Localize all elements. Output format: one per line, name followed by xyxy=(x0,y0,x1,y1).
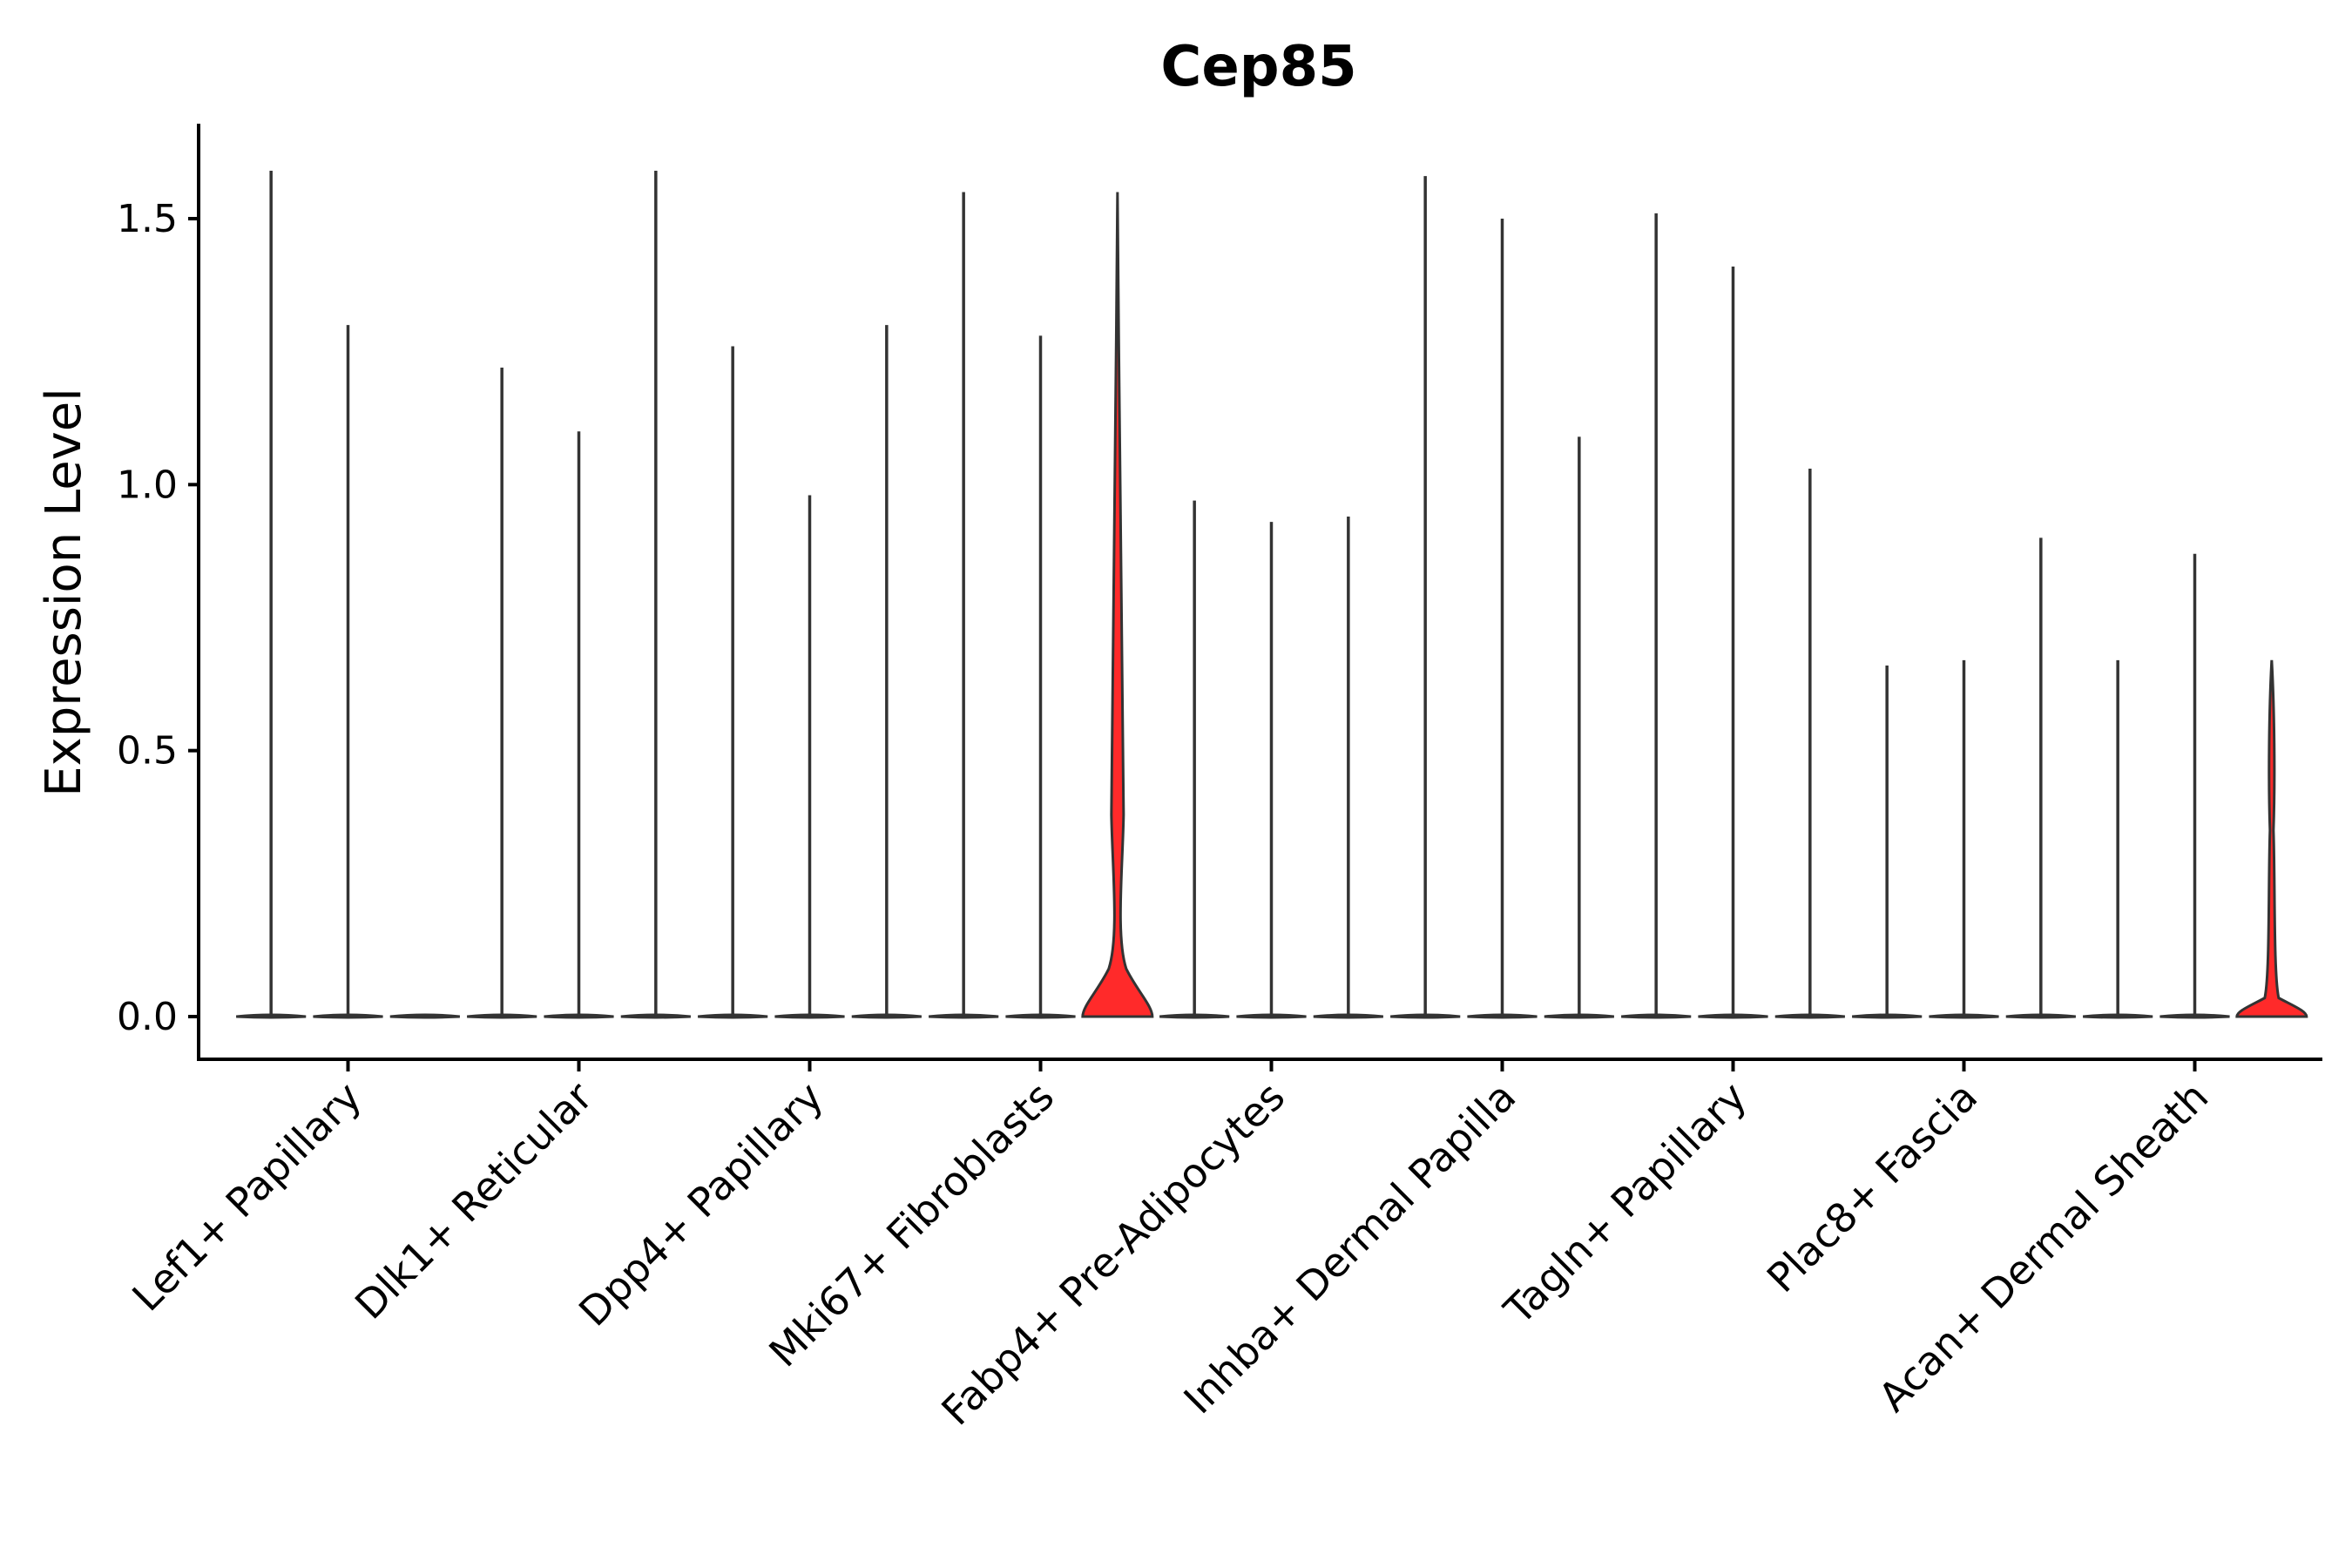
violin xyxy=(1698,266,1768,1019)
violin xyxy=(698,346,768,1019)
violin xyxy=(1159,500,1230,1019)
violin xyxy=(1467,219,1538,1019)
violin xyxy=(774,495,845,1019)
violin xyxy=(851,325,922,1019)
violin-shape xyxy=(2235,659,2308,1018)
y-tick-label: 0.0 xyxy=(117,995,178,1039)
violin xyxy=(1621,213,1692,1019)
x-tick-label: Tagln+ Papillary xyxy=(1495,1073,1756,1335)
violin xyxy=(544,431,614,1019)
violin xyxy=(1774,469,1845,1019)
violin xyxy=(2005,537,2076,1019)
violin xyxy=(1852,665,1923,1019)
violin xyxy=(620,171,691,1019)
y-axis-label: Expression Level xyxy=(36,388,92,797)
violin xyxy=(929,192,999,1019)
violin-base xyxy=(389,1013,460,1019)
violin xyxy=(2083,659,2153,1019)
violin xyxy=(313,325,383,1019)
violin xyxy=(467,367,537,1019)
violin xyxy=(1544,436,1614,1019)
x-tick-label: Dpp4+ Papillary xyxy=(570,1073,832,1335)
chart-title: Cep85 xyxy=(1160,35,1356,99)
y-axis-ticks: 0.0 0.5 1.0 1.5 xyxy=(117,197,199,1039)
violin xyxy=(1390,176,1461,1019)
y-tick-label: 0.5 xyxy=(117,729,178,774)
violin xyxy=(1929,659,1999,1019)
violin xyxy=(236,171,307,1019)
violin-shape xyxy=(1081,192,1154,1018)
x-tick-label: Plac8+ Fascia xyxy=(1758,1073,1986,1301)
y-tick-label: 1.0 xyxy=(117,463,178,507)
x-tick-label: Dlk1+ Reticular xyxy=(346,1073,601,1328)
violin-group xyxy=(236,171,2308,1019)
y-tick-label: 1.5 xyxy=(117,197,178,241)
violin xyxy=(2235,659,2308,1018)
violin xyxy=(2159,553,2230,1019)
violin xyxy=(1236,522,1307,1019)
violin xyxy=(1313,516,1383,1019)
violin xyxy=(389,1013,460,1019)
violin xyxy=(1005,335,1076,1019)
violin xyxy=(1081,192,1154,1018)
x-tick-label: Lef1+ Papillary xyxy=(123,1073,370,1321)
